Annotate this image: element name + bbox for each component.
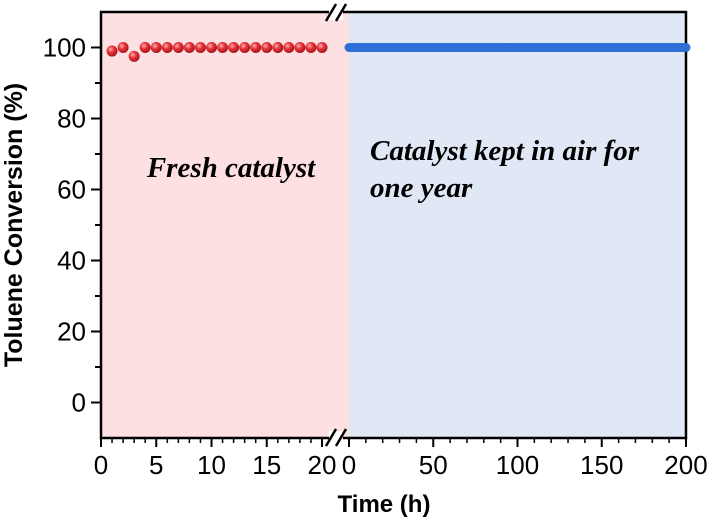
- axis-break-top: [324, 3, 348, 22]
- data-point: [283, 42, 295, 53]
- x-tick-label: 0: [94, 450, 108, 480]
- x-axis-title: Time (h): [338, 491, 431, 518]
- data-point: [239, 42, 251, 53]
- data-point: [128, 50, 140, 62]
- data-point: [117, 42, 129, 53]
- x-axis: 0 5 10 15 20 0 50 100 150 200: [94, 438, 708, 480]
- data-point: [150, 42, 162, 53]
- data-point: [250, 42, 262, 53]
- y-tick-label: 40: [57, 246, 86, 276]
- x-tick-label: 15: [252, 450, 281, 480]
- right-panel-background: [349, 12, 686, 438]
- annotation-aged-line-2: one year: [370, 172, 473, 204]
- y-tick-label: 60: [57, 175, 86, 205]
- data-point: [172, 42, 184, 53]
- annotation-fresh: Fresh catalyst: [146, 152, 316, 184]
- data-point: [194, 42, 206, 53]
- data-point: [217, 42, 229, 53]
- right-series: [344, 43, 691, 52]
- data-point: [305, 42, 317, 53]
- x-tick-label: 0: [342, 450, 356, 480]
- x-tick-label: 20: [308, 450, 337, 480]
- x-tick-label: 200: [664, 450, 707, 480]
- data-point: [206, 42, 217, 53]
- data-point: [161, 42, 173, 53]
- x-tick-label: 10: [197, 450, 226, 480]
- axis-break-bottom: [324, 428, 348, 447]
- left-series: [106, 42, 328, 62]
- x-tick-label: 50: [419, 450, 448, 480]
- data-point: [228, 42, 240, 53]
- y-axis-title: Toluene Conversion (%): [0, 83, 28, 367]
- y-tick-label: 100: [43, 33, 86, 63]
- data-point: [106, 45, 118, 57]
- x-tick-label: 150: [580, 450, 623, 480]
- y-tick-label: 0: [72, 388, 86, 418]
- x-tick-label: 5: [149, 450, 163, 480]
- data-point: [316, 42, 328, 53]
- data-point: [139, 42, 151, 53]
- data-point: [261, 42, 273, 53]
- x-tick-label: 100: [496, 450, 539, 480]
- data-point: [681, 43, 691, 52]
- y-tick-label: 80: [57, 104, 86, 134]
- data-point: [294, 42, 306, 53]
- annotation-aged-line-1: Catalyst kept in air for: [370, 135, 640, 167]
- y-tick-label: 20: [57, 317, 86, 347]
- data-point: [183, 42, 195, 53]
- y-axis: 0 20 40 60 80 100: [43, 33, 101, 418]
- data-point: [272, 42, 284, 53]
- left-panel-background: [101, 12, 349, 438]
